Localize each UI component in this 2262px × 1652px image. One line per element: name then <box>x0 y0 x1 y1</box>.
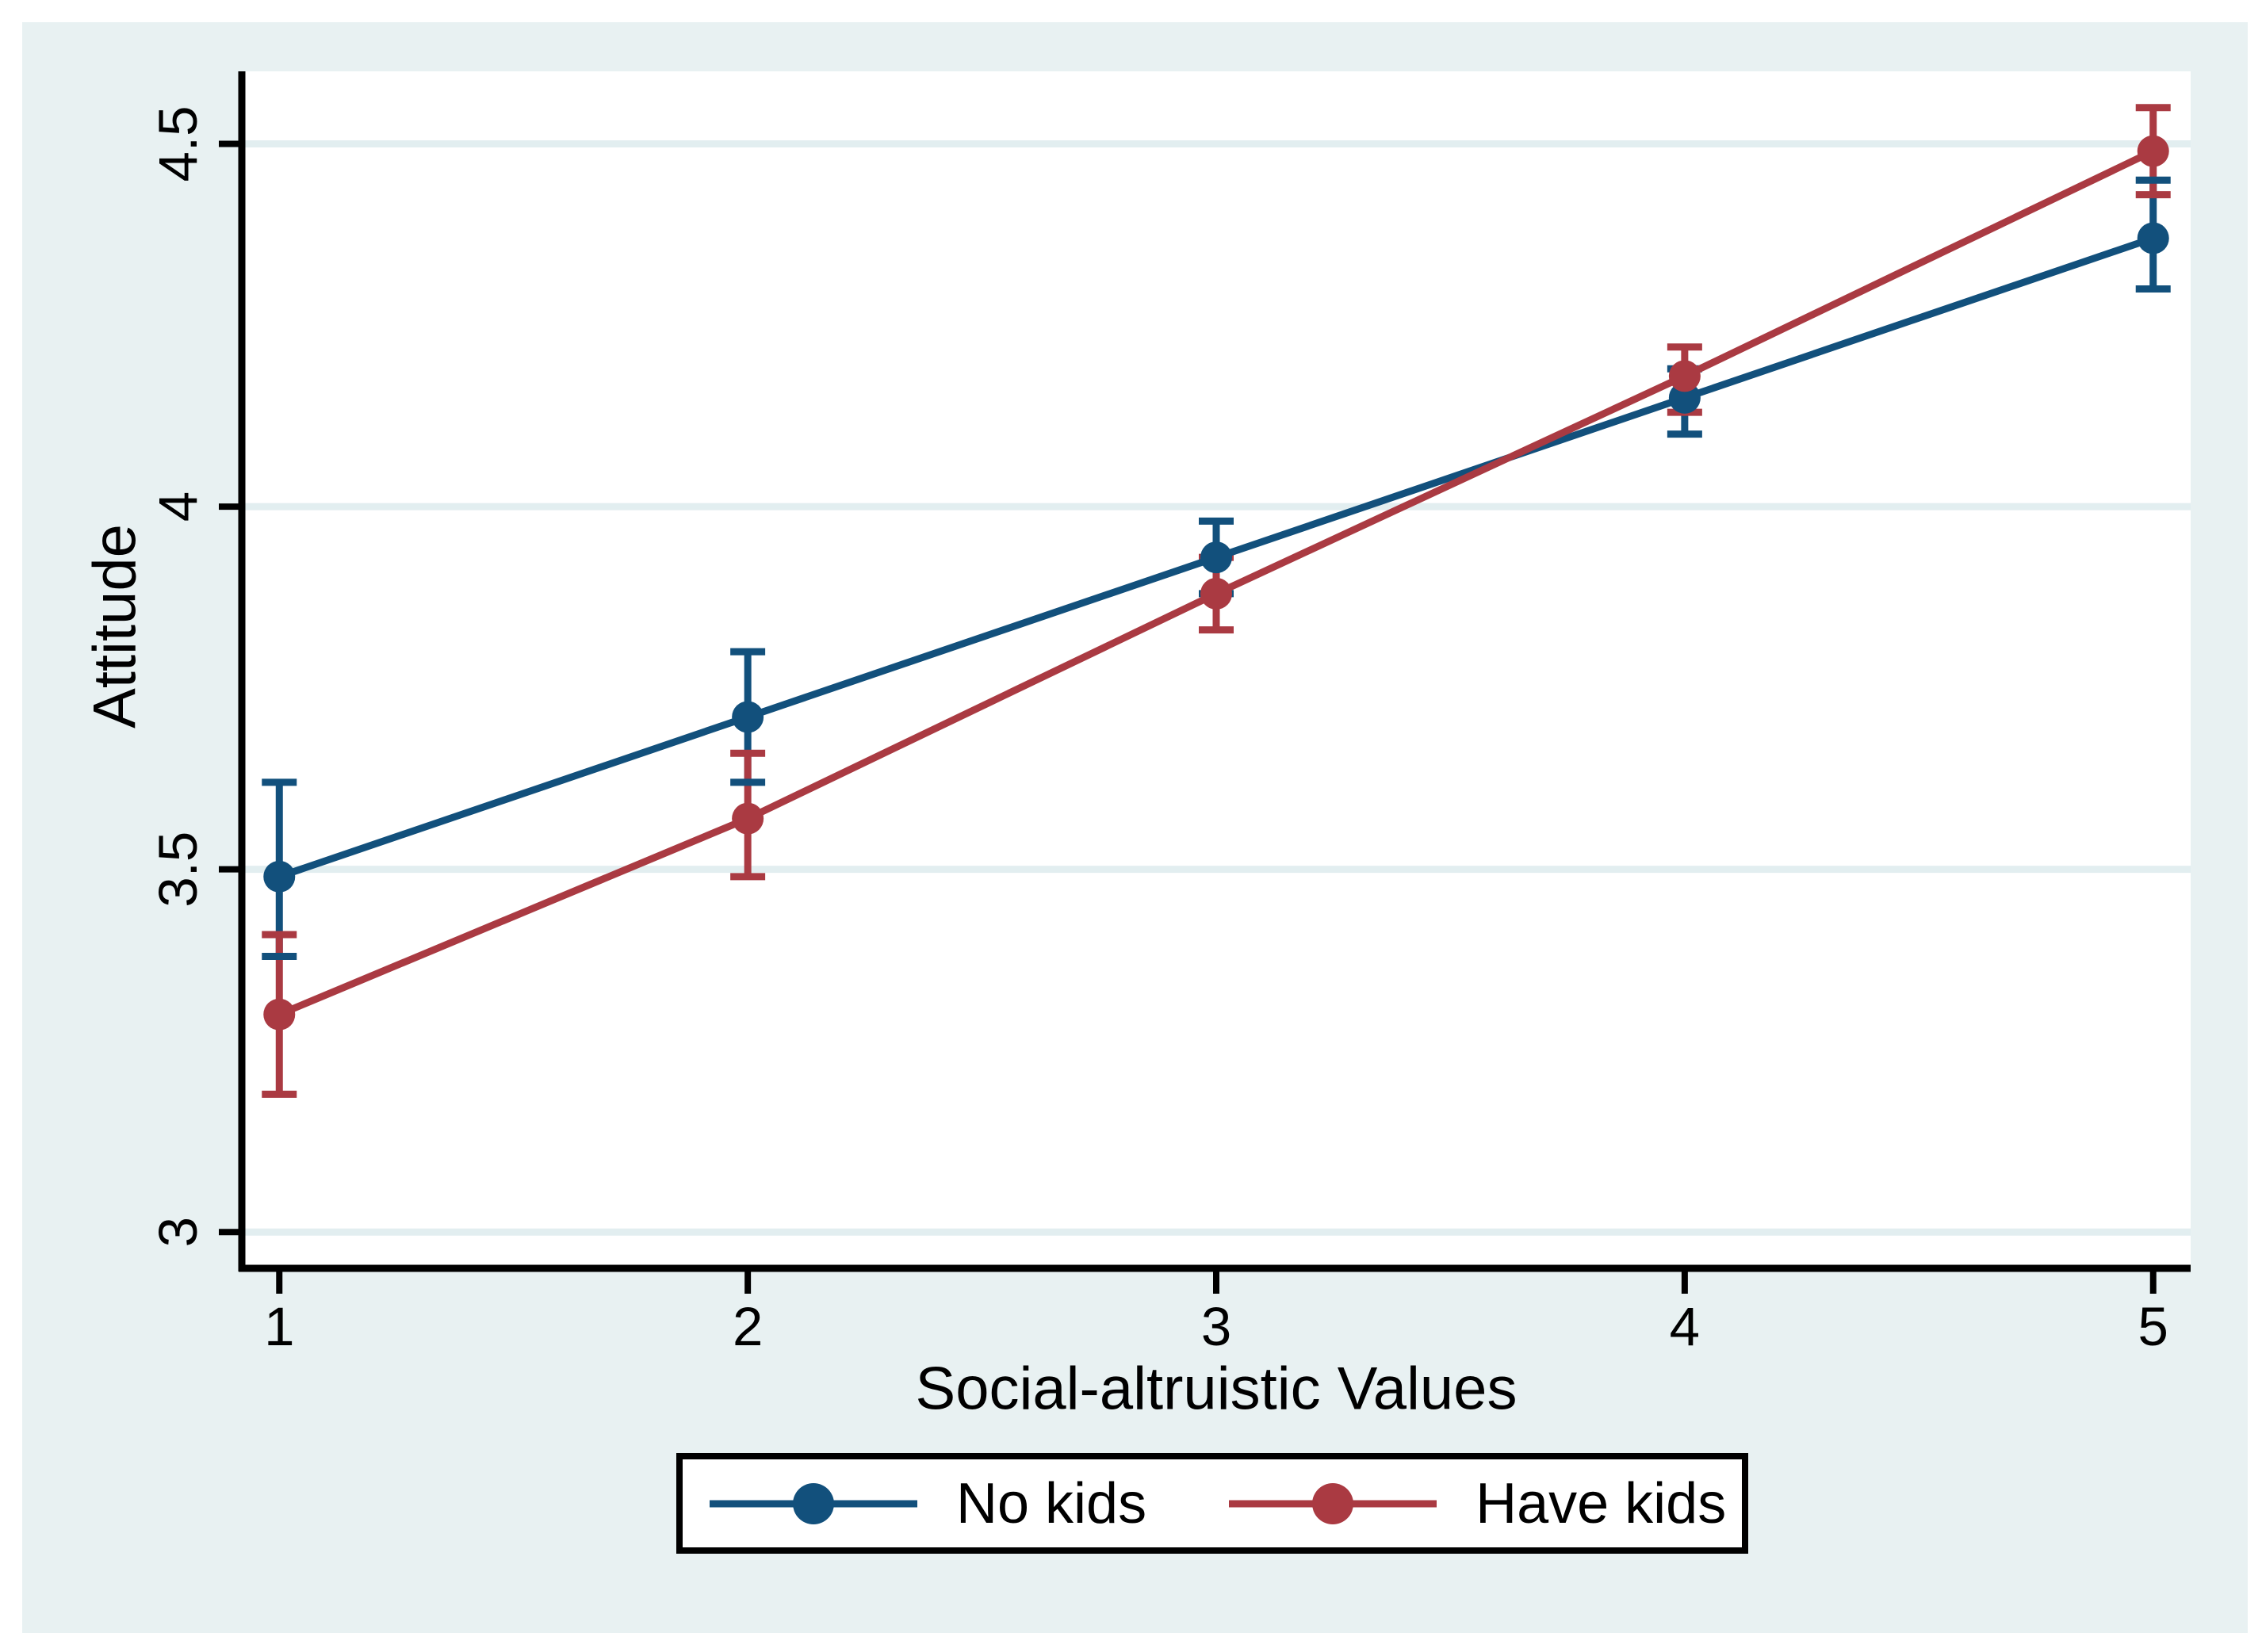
y-tick-label: 3.5 <box>147 832 209 908</box>
x-tick-label: 5 <box>2138 1296 2168 1357</box>
y-tick-label: 3 <box>147 1217 209 1247</box>
legend-label-no-kids: No kids <box>956 1471 1147 1535</box>
x-tick-label: 1 <box>264 1296 294 1357</box>
marker-no-kids <box>263 860 296 893</box>
legend-swatch-have-kids <box>1229 1482 1437 1524</box>
legend-swatch-no-kids <box>710 1482 917 1524</box>
x-tick-label: 4 <box>1670 1296 1700 1357</box>
legend-label-have-kids: Have kids <box>1475 1471 1727 1535</box>
marker-no-kids <box>732 701 764 733</box>
marker-have-kids <box>263 998 296 1031</box>
legend-marker-have-kids <box>1312 1482 1354 1524</box>
marker-no-kids <box>2137 222 2169 254</box>
marker-no-kids <box>1200 541 1232 574</box>
legend-marker-no-kids <box>793 1482 834 1524</box>
y-axis-title: Attitude <box>81 524 149 728</box>
legend-entry-have-kids: Have kids <box>1226 1475 1726 1532</box>
marker-have-kids <box>2137 135 2169 167</box>
plot-area <box>242 71 2191 1268</box>
x-tick-label: 3 <box>1201 1296 1231 1357</box>
marker-have-kids <box>1668 360 1701 392</box>
x-tick-label: 2 <box>733 1296 763 1357</box>
y-tick-label: 4 <box>147 491 209 522</box>
marker-no-kids <box>1668 381 1701 414</box>
legend-entry-no-kids: No kids <box>706 1475 1146 1532</box>
legend-box: No kids Have kids <box>676 1453 1748 1554</box>
marker-have-kids <box>1200 577 1232 610</box>
x-axis-title: Social-altruistic Values <box>915 1355 1518 1423</box>
marker-have-kids <box>732 802 764 835</box>
y-tick-label: 4.5 <box>147 106 209 182</box>
